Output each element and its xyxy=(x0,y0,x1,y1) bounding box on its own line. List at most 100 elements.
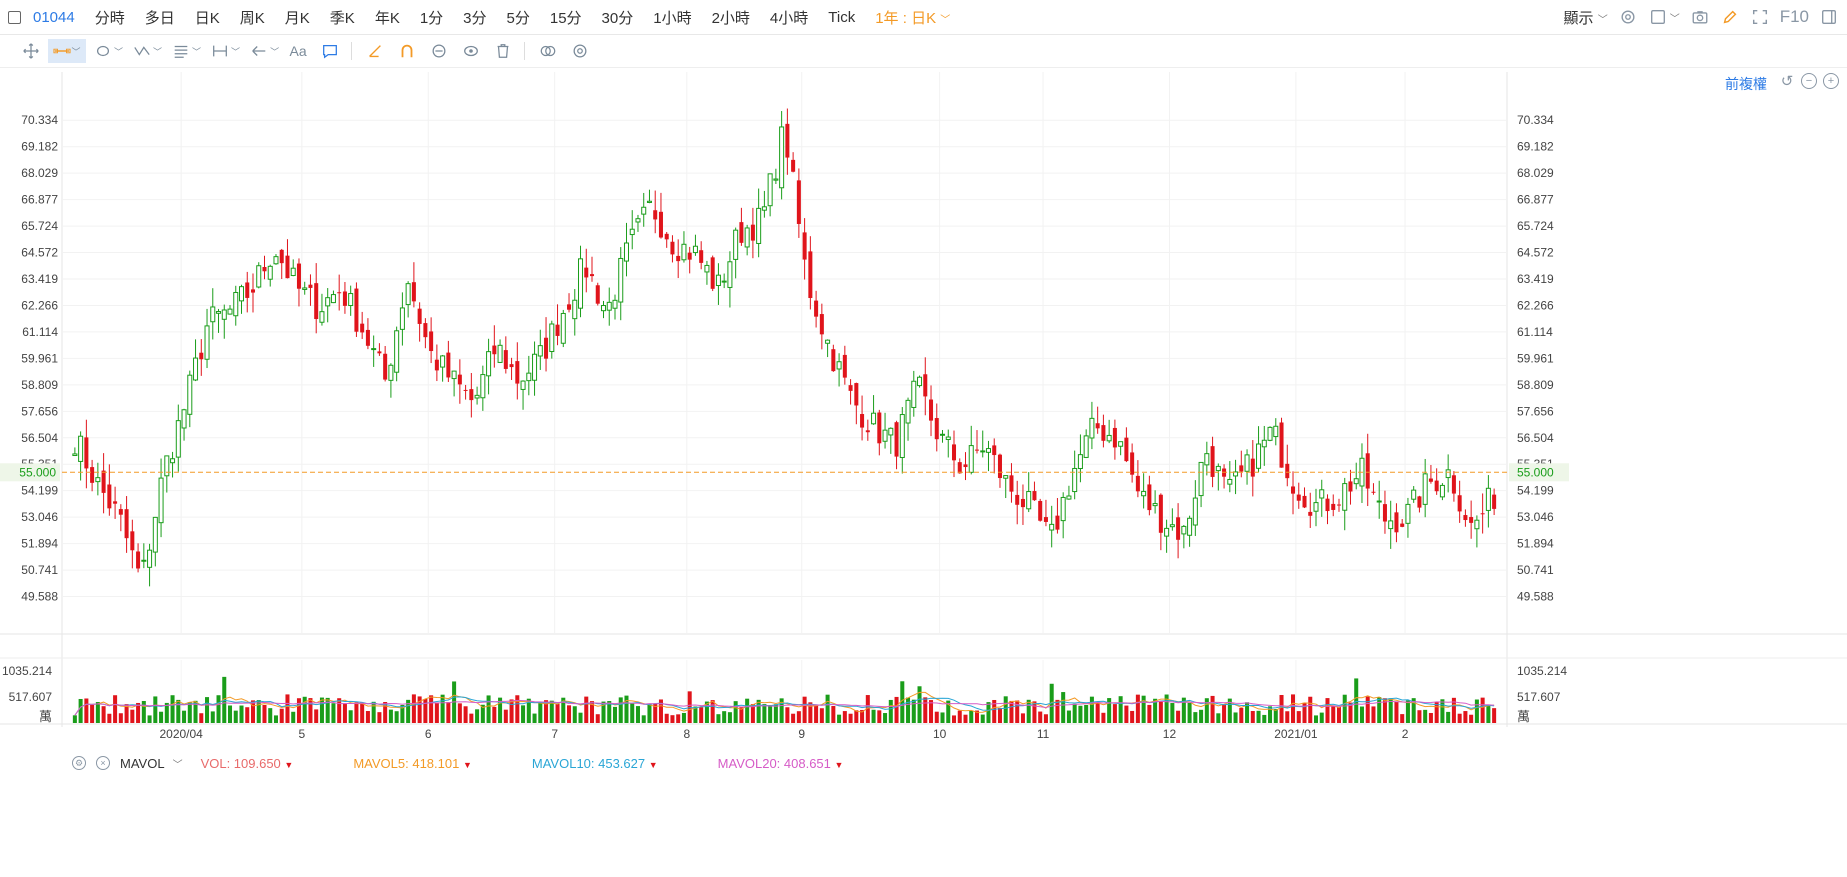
adjustment-mode[interactable]: 前複權 xyxy=(1725,76,1767,92)
period-15min[interactable]: 15分 xyxy=(549,9,582,27)
eye-icon[interactable] xyxy=(456,39,486,63)
volume-bar xyxy=(463,706,468,723)
magnet-icon[interactable] xyxy=(392,39,422,63)
volume-indicator-name[interactable]: MAVOL xyxy=(120,755,165,771)
f10-button[interactable]: F10 xyxy=(1779,7,1809,26)
chevron-down-icon[interactable]: ﹀ xyxy=(172,759,183,771)
trend-line-icon[interactable]: ﹀ xyxy=(48,39,86,63)
display-dropdown[interactable]: 顯示 ﹀ xyxy=(1564,7,1608,28)
volume-bar xyxy=(997,707,1002,723)
trash-icon[interactable] xyxy=(488,39,518,63)
volume-bar xyxy=(440,694,445,723)
candle-body xyxy=(1210,446,1215,477)
candle-body xyxy=(1055,515,1060,530)
chevron-down-icon[interactable]: ﹀ xyxy=(153,46,163,57)
price-tick-left: 63.419 xyxy=(21,272,58,286)
panel-toggle-icon[interactable] xyxy=(1819,7,1839,27)
fibonacci-tool-icon[interactable] xyxy=(166,39,196,63)
period-3min[interactable]: 3分 xyxy=(463,9,487,27)
volume-bar xyxy=(78,698,83,723)
chevron-down-icon[interactable]: ﹀ xyxy=(114,46,124,57)
mavol10-value-text: MAVOL10: 453.627 xyxy=(531,755,646,771)
volume-bar xyxy=(526,698,531,723)
lock-sync-icon[interactable] xyxy=(424,39,454,63)
period-multiday[interactable]: 多日 xyxy=(144,9,175,27)
candle-body xyxy=(221,309,227,320)
candle-body xyxy=(1291,486,1296,494)
zoom-in-icon[interactable]: + xyxy=(1823,73,1839,89)
stock-code[interactable]: 01044 xyxy=(33,8,75,26)
period-quarterly[interactable]: 季K xyxy=(329,9,355,27)
price-tick-right: 66.877 xyxy=(1517,193,1554,207)
candle-body xyxy=(423,323,428,338)
period-4hour[interactable]: 4小時 xyxy=(769,9,809,27)
volume-bar xyxy=(411,694,416,723)
volume-bar xyxy=(1469,714,1474,723)
indicator-settings-icon[interactable] xyxy=(565,39,595,63)
candle-body xyxy=(905,399,911,424)
volume-close-icon[interactable]: × xyxy=(96,756,110,770)
volume-bar xyxy=(750,704,755,723)
candle-body xyxy=(1417,496,1422,508)
candle-body xyxy=(1267,426,1273,441)
candle-body xyxy=(595,285,600,304)
period-yearly[interactable]: 年K xyxy=(374,9,400,27)
measure-tool-icon[interactable] xyxy=(205,39,235,63)
compare-icon[interactable] xyxy=(533,39,563,63)
price-tick-right: 68.029 xyxy=(1517,166,1554,180)
candle-body xyxy=(1135,475,1140,492)
camera-icon[interactable] xyxy=(1690,7,1710,27)
volume-bar xyxy=(980,714,985,723)
toolbar-divider xyxy=(351,42,353,60)
candle-body xyxy=(848,385,853,391)
candle-body xyxy=(1365,453,1370,489)
candle-body xyxy=(963,464,968,468)
volume-bar xyxy=(773,704,778,723)
period-daily[interactable]: 日K xyxy=(194,9,220,27)
price-tick-left: 54.199 xyxy=(21,484,58,498)
chevron-down-icon[interactable]: ﹀ xyxy=(231,46,241,57)
period-30min[interactable]: 30分 xyxy=(601,9,634,27)
period-1min[interactable]: 1分 xyxy=(419,9,444,27)
move-crosshair-icon[interactable] xyxy=(16,39,46,63)
volume-bar xyxy=(1285,711,1290,723)
reset-icon[interactable]: ↺ xyxy=(1780,72,1794,90)
comment-icon[interactable] xyxy=(315,39,345,63)
period-5min[interactable]: 5分 xyxy=(506,9,530,27)
price-tick-right: 53.046 xyxy=(1517,510,1554,524)
candle-body xyxy=(761,206,767,211)
candle-body xyxy=(314,283,319,320)
period-tick[interactable]: Tick xyxy=(828,8,856,26)
price-tick-left: 53.046 xyxy=(21,510,58,524)
chevron-down-icon[interactable]: ﹀ xyxy=(1669,13,1680,25)
ruler-icon[interactable] xyxy=(360,39,390,63)
text-tool-icon[interactable]: Aa xyxy=(289,43,307,59)
period-weekly[interactable]: 周K xyxy=(239,9,265,27)
sidebar-toggle-icon[interactable] xyxy=(8,10,21,24)
candle-body xyxy=(457,374,462,385)
volume-bar xyxy=(182,710,187,723)
chevron-down-icon[interactable]: ﹀ xyxy=(270,46,280,57)
period-2hour[interactable]: 2小時 xyxy=(711,9,750,27)
chevron-down-icon[interactable]: ﹀ xyxy=(192,46,202,57)
zoom-out-icon[interactable]: − xyxy=(1801,73,1817,89)
period-monthly[interactable]: 月K xyxy=(284,9,310,27)
volume-bar xyxy=(308,698,313,723)
candle-body xyxy=(733,229,739,260)
range-selector[interactable]: 1年 : 日K ﹀ xyxy=(865,7,960,28)
fullscreen-icon[interactable] xyxy=(1750,7,1770,27)
pencil-icon[interactable] xyxy=(1720,7,1740,27)
layout-square-icon[interactable] xyxy=(1648,7,1668,27)
period-intraday[interactable]: 分時 xyxy=(94,9,125,27)
price-tick-right: 56.504 xyxy=(1517,431,1554,445)
candle-body xyxy=(463,389,468,391)
volume-bar xyxy=(1135,694,1140,723)
brush-tool-icon[interactable] xyxy=(88,39,118,63)
arrow-left-icon[interactable] xyxy=(244,39,274,63)
volume-bar xyxy=(1342,694,1347,723)
volume-settings-icon[interactable]: ⚙ xyxy=(72,756,86,770)
settings-gear-icon[interactable] xyxy=(1618,7,1638,27)
period-1hour[interactable]: 1小時 xyxy=(653,9,692,27)
pattern-tool-icon[interactable] xyxy=(127,39,157,63)
